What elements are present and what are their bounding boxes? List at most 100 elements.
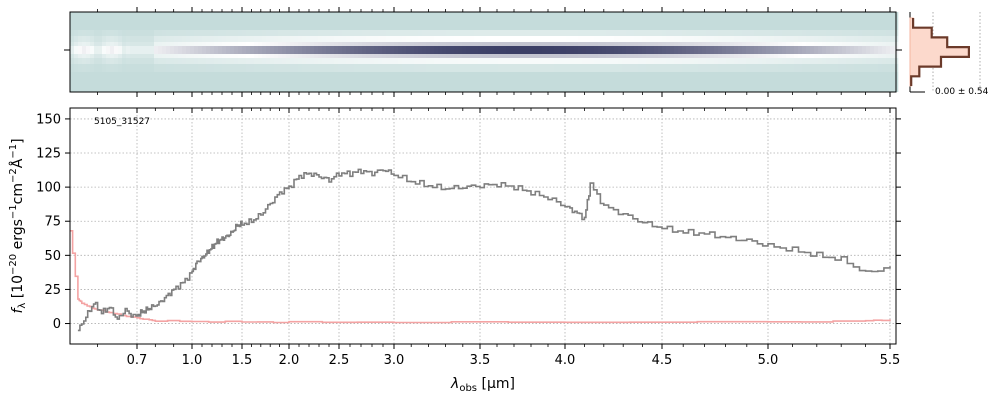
twod-pixel: [602, 64, 607, 72]
twod-pixel: [610, 30, 615, 36]
twod-pixel: [482, 54, 487, 58]
twod-pixel: [750, 42, 755, 46]
twod-pixel: [78, 54, 83, 58]
twod-pixel: [346, 42, 351, 46]
twod-pixel: [222, 42, 227, 46]
twod-pixel: [838, 58, 843, 64]
twod-pixel: [154, 58, 159, 64]
twod-pixel: [686, 42, 691, 46]
twod-pixel: [70, 72, 75, 92]
twod-pixel: [266, 58, 271, 64]
twod-pixel: [498, 72, 503, 92]
twod-pixel: [890, 30, 895, 36]
twod-pixel: [358, 54, 363, 58]
twod-pixel: [374, 54, 379, 58]
twod-pixel: [454, 72, 459, 92]
twod-pixel: [134, 12, 139, 30]
twod-pixel: [282, 72, 287, 92]
twod-pixel: [310, 64, 315, 72]
twod-pixel: [698, 36, 703, 42]
twod-pixel: [882, 58, 887, 64]
twod-pixel: [594, 42, 599, 46]
twod-pixel: [246, 72, 251, 92]
twod-pixel: [238, 42, 243, 46]
twod-pixel: [814, 46, 819, 54]
twod-pixel: [442, 36, 447, 42]
twod-pixel: [354, 12, 359, 30]
twod-pixel: [754, 12, 759, 30]
twod-pixel: [334, 54, 339, 58]
twod-pixel: [86, 12, 91, 30]
twod-pixel: [454, 12, 459, 30]
twod-pixel: [810, 36, 815, 42]
twod-pixel: [214, 72, 219, 92]
twod-pixel: [726, 72, 731, 92]
twod-pixel: [706, 64, 711, 72]
twod-pixel: [482, 30, 487, 36]
twod-pixel: [874, 54, 879, 58]
twod-pixel: [850, 54, 855, 58]
twod-pixel: [642, 64, 647, 72]
twod-pixel: [582, 54, 587, 58]
twod-pixel: [334, 42, 339, 46]
twod-pixel: [406, 42, 411, 46]
twod-pixel: [270, 12, 275, 30]
twod-pixel: [682, 12, 687, 30]
twod-pixel: [534, 64, 539, 72]
twod-pixel: [234, 58, 239, 64]
twod-pixel: [734, 72, 739, 92]
twod-pixel: [694, 42, 699, 46]
twod-pixel: [246, 54, 251, 58]
x-tick-label: 1.0: [182, 353, 203, 368]
twod-pixel: [602, 42, 607, 46]
twod-pixel: [682, 64, 687, 72]
twod-pixel: [490, 46, 495, 54]
twod-pixel: [70, 42, 75, 46]
twod-pixel: [394, 42, 399, 46]
twod-pixel: [210, 36, 215, 42]
twod-pixel: [150, 54, 155, 58]
twod-pixel: [422, 58, 427, 64]
twod-pixel: [530, 30, 535, 36]
twod-pixel: [726, 12, 731, 30]
twod-pixel: [650, 36, 655, 42]
twod-pixel: [522, 30, 527, 36]
twod-pixel: [586, 58, 591, 64]
twod-pixel: [854, 30, 859, 36]
twod-pixel: [498, 54, 503, 58]
twod-pixel: [382, 30, 387, 36]
twod-pixel: [306, 42, 311, 46]
twod-pixel: [462, 36, 467, 42]
twod-pixel: [326, 58, 331, 64]
twod-pixel: [722, 46, 727, 54]
twod-pixel: [86, 42, 91, 46]
twod-pixel: [658, 64, 663, 72]
twod-pixel: [318, 42, 323, 46]
twod-pixel: [750, 54, 755, 58]
twod-pixel: [522, 12, 527, 30]
twod-pixel: [218, 30, 223, 36]
twod-pixel: [634, 54, 639, 58]
twod-pixel: [158, 72, 163, 92]
twod-pixel: [650, 12, 655, 30]
twod-pixel: [330, 42, 335, 46]
twod-pixel: [242, 42, 247, 46]
twod-pixel: [698, 12, 703, 30]
twod-pixel: [474, 64, 479, 72]
twod-pixel: [710, 12, 715, 30]
twod-pixel: [846, 64, 851, 72]
twod-pixel: [886, 46, 891, 54]
twod-pixel: [406, 30, 411, 36]
twod-pixel: [874, 36, 879, 42]
twod-pixel: [314, 58, 319, 64]
twod-pixel: [250, 64, 255, 72]
twod-pixel: [662, 54, 667, 58]
twod-pixel: [382, 46, 387, 54]
twod-pixel: [354, 54, 359, 58]
twod-pixel: [218, 42, 223, 46]
twod-pixel: [766, 46, 771, 54]
twod-pixel: [314, 72, 319, 92]
twod-pixel: [166, 42, 171, 46]
twod-pixel: [738, 12, 743, 30]
twod-pixel: [594, 64, 599, 72]
